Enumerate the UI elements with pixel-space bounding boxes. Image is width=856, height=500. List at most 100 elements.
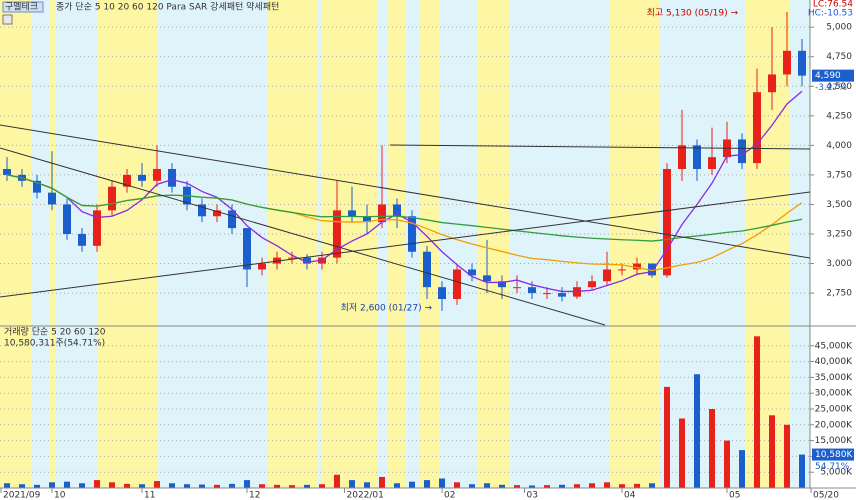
- candle-body: [153, 169, 161, 181]
- y-tick-label: 3,500: [826, 200, 852, 210]
- y-tick-label: 4,000: [826, 141, 852, 151]
- band: [610, 0, 660, 488]
- y-tick-label: 30,000K: [815, 389, 853, 399]
- menu-icon[interactable]: [2, 14, 13, 25]
- volume-bar: [109, 482, 115, 488]
- candle-body: [138, 174, 146, 181]
- volume-bar: [169, 483, 175, 488]
- candle-body: [498, 281, 506, 288]
- price-change: -3.27%: [815, 83, 847, 93]
- volume-bar: [184, 484, 190, 488]
- y-tick-label: 35,000K: [815, 373, 853, 383]
- volume-bar: [79, 483, 85, 488]
- y-tick-label: 40,000K: [815, 357, 853, 367]
- y-tick-label: 3,000: [826, 259, 852, 269]
- candle-body: [468, 269, 476, 276]
- x-tick-label: 05/20: [813, 491, 839, 500]
- volume-bar: [559, 484, 565, 488]
- candle-body: [708, 157, 716, 169]
- annotation: 최고 5,130 (05/19) →: [647, 8, 739, 19]
- volume-bar: [124, 483, 130, 488]
- volume-bar: [394, 483, 400, 488]
- axis-area: [810, 0, 856, 500]
- candle-body: [243, 228, 251, 270]
- volume-bar: [244, 480, 250, 488]
- volume-bar: [694, 374, 700, 488]
- volume-bar: [139, 484, 145, 488]
- band: [267, 0, 318, 488]
- candle-body: [423, 251, 431, 288]
- candle-body: [603, 269, 611, 282]
- candle-body: [288, 257, 296, 259]
- volume-bar: [589, 483, 595, 488]
- volume-bar: [544, 485, 550, 488]
- volume-subtitle: 10,580,311주(54.71%): [4, 338, 105, 349]
- candle-body: [513, 287, 521, 289]
- candle-body: [48, 192, 56, 205]
- volume-tag-label: 10,580K: [815, 450, 853, 460]
- volume-bar: [724, 440, 730, 488]
- band: [97, 0, 158, 488]
- candle-body: [303, 257, 311, 264]
- candle-body: [393, 204, 401, 217]
- y-tick-label: 3,750: [826, 170, 852, 180]
- y-tick-label: 25,000K: [815, 405, 853, 415]
- volume-bar: [199, 484, 205, 488]
- candle-body: [228, 210, 236, 229]
- volume-bar: [34, 484, 40, 488]
- candle-body: [3, 169, 11, 175]
- volume-bar: [319, 484, 325, 488]
- volume-bar: [4, 483, 10, 488]
- y-tick-label: 4,500: [826, 82, 852, 92]
- indicator: HC:-10.53: [808, 9, 853, 19]
- ticker-box[interactable]: [2, 1, 44, 13]
- candle-body: [108, 186, 116, 211]
- x-tick-label: 11: [144, 491, 155, 500]
- candle-body: [363, 216, 371, 223]
- y-tick-label: 20,000K: [815, 420, 853, 430]
- candle-body: [213, 210, 221, 217]
- x-tick-label: 2021/09: [3, 491, 41, 500]
- volume-bar: [349, 480, 355, 488]
- volume-bar: [529, 485, 535, 488]
- volume-bar: [484, 483, 490, 488]
- volume-bar: [739, 450, 745, 488]
- x-tick-label: 05: [729, 491, 740, 500]
- band: [420, 0, 440, 488]
- trend-lines: [0, 124, 811, 326]
- band: [478, 0, 510, 488]
- volume-bar: [634, 483, 640, 488]
- volume-bar: [439, 478, 445, 488]
- candle-body: [408, 216, 416, 252]
- candle-body: [378, 204, 386, 223]
- volume-bar: [409, 481, 415, 488]
- annotation: 최저 2,600 (01/27) →: [341, 303, 433, 314]
- volume-bar: [364, 482, 370, 488]
- candle-body: [738, 139, 746, 164]
- y-tick-label: 5,000K: [820, 468, 853, 478]
- band: [322, 0, 378, 488]
- candle-body: [93, 210, 101, 246]
- candle-body: [678, 145, 686, 169]
- volume-bar: [499, 484, 505, 488]
- moving-average: [6, 90, 803, 293]
- volume-bar: [274, 484, 280, 488]
- x-tick-label: 10: [54, 491, 66, 500]
- volume-bar: [649, 483, 655, 488]
- candle-body: [543, 293, 551, 295]
- candle-body: [588, 281, 596, 288]
- candle-body: [348, 210, 356, 217]
- volume-bar: [49, 482, 55, 488]
- candle-body: [438, 287, 446, 299]
- candle-body: [663, 169, 671, 276]
- volume-bar: [19, 484, 25, 488]
- volume-bar: [469, 484, 475, 488]
- band: [50, 0, 55, 488]
- candle-body: [78, 234, 86, 246]
- candle-body: [633, 263, 641, 270]
- candle-body: [483, 275, 491, 282]
- y-tick-label: 4,250: [826, 111, 852, 121]
- band: [388, 0, 405, 488]
- candle-body: [333, 210, 341, 258]
